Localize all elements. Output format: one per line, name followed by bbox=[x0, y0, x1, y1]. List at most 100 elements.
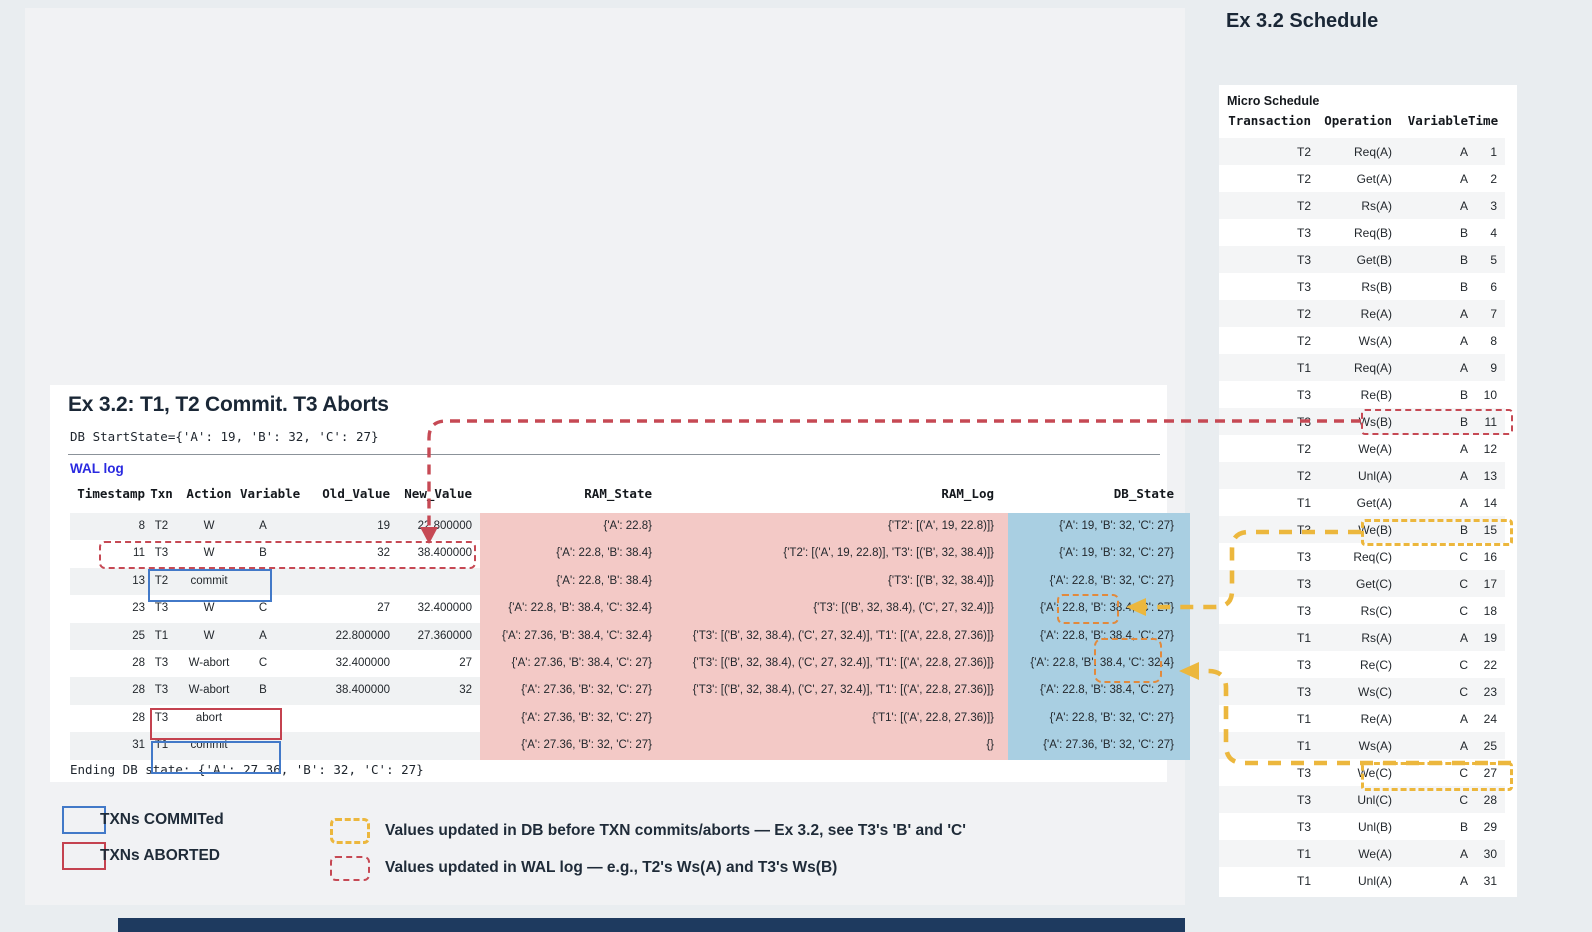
wal-cell: {} bbox=[660, 732, 1008, 760]
schedule-cell: 7 bbox=[1490, 306, 1497, 321]
schedule-cell: 29 bbox=[1483, 819, 1497, 834]
wal-cell bbox=[286, 567, 390, 596]
schedule-cell: 12 bbox=[1483, 441, 1497, 456]
wal-table-row: 28 T3 abort {'A': 27.36, 'B': 32, 'C': 27}{… bbox=[70, 704, 1190, 733]
schedule-cell: 28 bbox=[1483, 792, 1497, 807]
wal-column-header: RAM_Log bbox=[941, 486, 994, 501]
schedule-cell: 24 bbox=[1483, 711, 1497, 726]
schedule-cell: 30 bbox=[1483, 846, 1497, 861]
wal-cell: 13 bbox=[70, 567, 145, 596]
wal-cell: abort bbox=[195, 711, 223, 724]
wal-cell bbox=[390, 705, 472, 732]
schedule-cell: A bbox=[1459, 171, 1468, 186]
schedule-table-row: T1 Ws(A) A 25 bbox=[1219, 732, 1505, 759]
wal-cell-spacer bbox=[472, 513, 480, 541]
wal-column-header: RAM_State bbox=[584, 486, 652, 501]
schedule-cell: 10 bbox=[1483, 387, 1497, 402]
schedule-cell: 25 bbox=[1483, 738, 1497, 753]
schedule-cell: C bbox=[1459, 657, 1468, 672]
schedule-column-header: Operation bbox=[1324, 113, 1392, 128]
wal-cell: 27 bbox=[377, 602, 390, 615]
schedule-table-row: T1 Unl(A) A 31 bbox=[1219, 867, 1505, 894]
schedule-cell: 15 bbox=[1483, 522, 1497, 537]
wal-cell: W bbox=[178, 622, 240, 650]
wal-cell bbox=[286, 732, 390, 760]
wal-cell: W-abort bbox=[178, 677, 240, 705]
wal-cell: {'A': 27.36, 'B': 38.4, 'C': 27} bbox=[480, 649, 660, 678]
wal-header-spacer bbox=[472, 486, 480, 501]
schedule-cell: Get(B) bbox=[1356, 252, 1392, 267]
wal-cell: {'A': 27.36, 'B': 32, 'C': 27} bbox=[480, 677, 660, 705]
wal-cell: {'A': 27.36, 'B': 32, 'C': 27} bbox=[480, 732, 660, 760]
wal-cell: 32 bbox=[377, 547, 390, 560]
schedule-cell: T3 bbox=[1296, 414, 1311, 429]
wal-cell: 38.400000 bbox=[286, 677, 390, 705]
wal-table-body: 8 T2 W A 19 22.800000 {'A': 22.8} {'T2': [('A',… bbox=[70, 513, 1190, 760]
wal-cell-spacer bbox=[472, 622, 480, 650]
schedule-cell: T1 bbox=[1296, 738, 1311, 753]
schedule-cell: Unl(A) bbox=[1357, 468, 1392, 483]
bottom-accent-bar bbox=[118, 918, 1185, 932]
wal-cell bbox=[240, 567, 286, 596]
wal-cell: T2 bbox=[145, 567, 178, 596]
schedule-table-row: T3 We(C) C 27 bbox=[1219, 759, 1505, 786]
schedule-cell: B bbox=[1459, 522, 1468, 537]
schedule-cell: Re(B) bbox=[1360, 387, 1392, 402]
schedule-cell: C bbox=[1459, 576, 1468, 591]
schedule-cell: 27 bbox=[1483, 765, 1497, 780]
schedule-cell: Re(A) bbox=[1360, 711, 1392, 726]
schedule-cell: 5 bbox=[1490, 252, 1497, 267]
schedule-table-row: T2 Re(A) A 7 bbox=[1219, 300, 1505, 327]
db-start-state: DB StartState={'A': 19, 'B': 32, 'C': 27… bbox=[70, 429, 379, 444]
schedule-cell: Rs(C) bbox=[1360, 603, 1392, 618]
schedule-cell: C bbox=[1459, 792, 1468, 807]
schedule-cell: T1 bbox=[1296, 495, 1311, 510]
schedule-cell: Req(B) bbox=[1353, 225, 1392, 240]
wal-table-row: 28 T3 W-abort B 38.400000 32 {'A': 27.36, 'B':… bbox=[70, 677, 1190, 705]
schedule-cell: B bbox=[1459, 225, 1468, 240]
schedule-cell: T3 bbox=[1296, 792, 1311, 807]
wal-cell: {'T2': [('A', 19, 22.8)], 'T3': [('B', 3… bbox=[660, 540, 1008, 568]
wal-cell bbox=[390, 732, 472, 760]
wal-column-header: Old_Value bbox=[322, 486, 390, 501]
schedule-cell: Ws(C) bbox=[1358, 684, 1392, 699]
wal-cell: {'A': 22.8, 'B': 38.4} bbox=[480, 540, 660, 568]
wal-column-header: Action bbox=[186, 486, 232, 501]
schedule-cell: A bbox=[1459, 711, 1468, 726]
schedule-cell: T1 bbox=[1296, 630, 1311, 645]
schedule-title: Ex 3.2 Schedule bbox=[1226, 10, 1379, 32]
schedule-header-row: Transaction Operation Variable Time bbox=[1219, 113, 1499, 128]
wal-cell: W-abort bbox=[188, 656, 230, 669]
schedule-cell: T2 bbox=[1296, 306, 1311, 321]
schedule-table-body: T2 Req(A) A 1 T2 Get(A) A 2 T2 Rs(A) A 3 T3 Req(B) B 4 T… bbox=[1219, 138, 1505, 894]
wal-column-header: DB_State bbox=[1113, 486, 1174, 501]
wal-cell: 28 bbox=[132, 711, 145, 724]
schedule-cell: Unl(B) bbox=[1357, 819, 1392, 834]
schedule-cell: T2 bbox=[1296, 171, 1311, 186]
schedule-table-row: T3 Req(B) B 4 bbox=[1219, 219, 1505, 246]
schedule-cell: A bbox=[1459, 198, 1468, 213]
wal-cell: T3 bbox=[154, 547, 169, 560]
schedule-cell: T3 bbox=[1296, 279, 1311, 294]
schedule-cell: Rs(A) bbox=[1361, 198, 1392, 213]
wal-table-row: 11 T3 W B 32 38.400000 {'A': 22.8, 'B': 38.4}{… bbox=[70, 540, 1190, 568]
schedule-cell: Ws(A) bbox=[1358, 333, 1392, 348]
schedule-cell: 22 bbox=[1483, 657, 1497, 672]
wal-column-header: Txn bbox=[150, 486, 173, 501]
schedule-table-row: T3 Rs(B) B 6 bbox=[1219, 273, 1505, 300]
schedule-table-row: T2 Req(A) A 1 bbox=[1219, 138, 1505, 165]
schedule-cell: Ws(B) bbox=[1358, 414, 1392, 429]
wal-cell-spacer bbox=[472, 595, 480, 622]
schedule-cell: T3 bbox=[1296, 522, 1311, 537]
schedule-cell: Unl(A) bbox=[1357, 873, 1392, 888]
schedule-card: Micro Schedule Transaction Operation Varia… bbox=[1219, 85, 1517, 897]
schedule-cell: A bbox=[1459, 873, 1468, 888]
schedule-cell: 16 bbox=[1483, 549, 1497, 564]
schedule-column-header: Time bbox=[1468, 113, 1499, 128]
schedule-table-row: T1 Rs(A) A 19 bbox=[1219, 624, 1505, 651]
wal-panel: Ex 3.2: T1, T2 Commit. T3 Aborts DB Star… bbox=[50, 385, 1190, 782]
legend-wal-note: Values updated in WAL log — e.g., T2's W… bbox=[385, 859, 838, 876]
schedule-cell: T2 bbox=[1296, 144, 1311, 159]
schedule-cell: 13 bbox=[1483, 468, 1497, 483]
